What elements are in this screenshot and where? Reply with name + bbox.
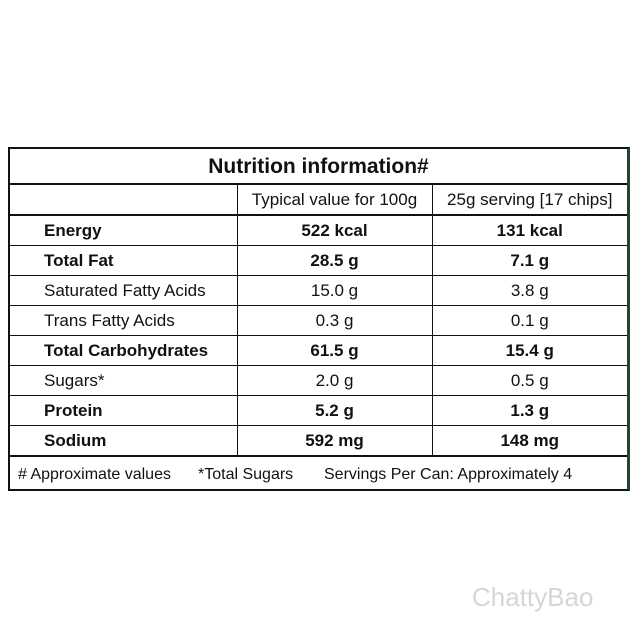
footnote: Servings Per Can: Approximately 4 bbox=[324, 466, 573, 483]
nutrient-value: 1.3 g bbox=[431, 395, 627, 426]
nutrient-value: 2.0 g bbox=[236, 365, 433, 396]
nutrition-panel: Nutrition information# Typical value for… bbox=[8, 147, 630, 491]
panel-title: Nutrition information# bbox=[10, 149, 627, 185]
nutrient-row: Trans Fatty Acids 0.3 g 0.1 g bbox=[10, 305, 627, 336]
nutrient-row: Sodium 592 mg 148 mg bbox=[10, 425, 627, 457]
nutrient-value: 3.8 g bbox=[431, 275, 627, 306]
nutrient-name: Trans Fatty Acids bbox=[10, 305, 238, 336]
nutrient-value: 0.5 g bbox=[431, 365, 627, 396]
nutrient-row: Saturated Fatty Acids 15.0 g 3.8 g bbox=[10, 275, 627, 306]
header-cell: Typical value for 100g bbox=[236, 185, 433, 216]
nutrient-value: 0.1 g bbox=[431, 305, 627, 336]
nutrient-value: 28.5 g bbox=[236, 245, 433, 276]
nutrient-value: 15.0 g bbox=[236, 275, 433, 306]
footnote: *Total Sugars bbox=[198, 466, 294, 483]
nutrient-row: Total Fat 28.5 g 7.1 g bbox=[10, 245, 627, 276]
nutrient-value: 131 kcal bbox=[431, 214, 627, 246]
nutrient-name: Protein bbox=[10, 395, 238, 426]
header-cell bbox=[10, 185, 238, 216]
nutrient-value: 15.4 g bbox=[431, 335, 627, 366]
nutrient-row: Sugars* 2.0 g 0.5 g bbox=[10, 365, 627, 396]
nutrient-row: Energy 522 kcal 131 kcal bbox=[10, 214, 627, 246]
nutrient-name: Energy bbox=[10, 214, 238, 246]
nutrient-value: 61.5 g bbox=[236, 335, 433, 366]
footnote: # Approximate values bbox=[18, 466, 171, 483]
nutrient-value: 5.2 g bbox=[236, 395, 433, 426]
nutrient-value: 592 mg bbox=[236, 425, 433, 457]
watermark: ChattyBao bbox=[472, 582, 594, 612]
nutrient-row: Total Carbohydrates 61.5 g 15.4 g bbox=[10, 335, 627, 366]
nutrient-value: 0.3 g bbox=[236, 305, 433, 336]
nutrient-value: 7.1 g bbox=[431, 245, 627, 276]
nutrient-value: 148 mg bbox=[431, 425, 627, 457]
nutrient-value: 522 kcal bbox=[236, 214, 433, 246]
header-cell: 25g serving [17 chips] bbox=[431, 185, 627, 216]
nutrient-name: Sodium bbox=[10, 425, 238, 457]
header-row: Typical value for 100g 25g serving [17 c… bbox=[10, 185, 627, 216]
nutrient-name: Total Carbohydrates bbox=[10, 335, 238, 366]
nutrient-row: Protein 5.2 g 1.3 g bbox=[10, 395, 627, 426]
nutrient-name: Sugars* bbox=[10, 365, 238, 396]
nutrient-name: Saturated Fatty Acids bbox=[10, 275, 238, 306]
nutrient-name: Total Fat bbox=[10, 245, 238, 276]
nutrition-table: Typical value for 100g 25g serving [17 c… bbox=[10, 185, 627, 457]
